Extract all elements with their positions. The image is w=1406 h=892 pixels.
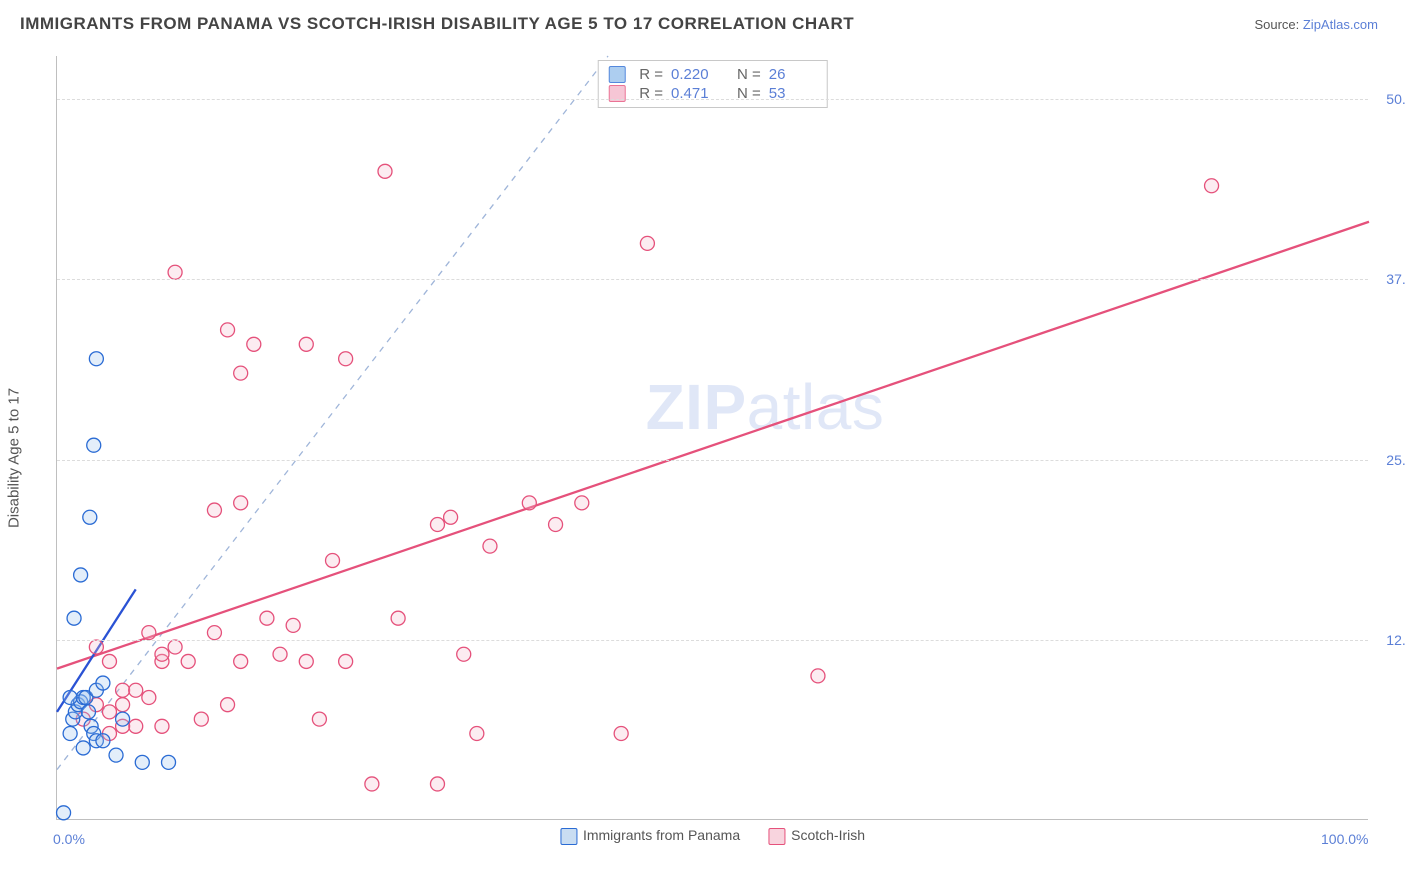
legend-r-value: 0.220	[671, 66, 719, 83]
data-point	[96, 676, 110, 690]
source-link[interactable]: ZipAtlas.com	[1303, 17, 1378, 32]
series-legend: Immigrants from Panama Scotch-Irish	[560, 827, 865, 845]
data-point	[116, 712, 130, 726]
data-point	[116, 698, 130, 712]
legend-n-value: 26	[769, 66, 817, 83]
legend-swatch	[560, 828, 577, 845]
data-point	[81, 705, 95, 719]
data-point	[194, 712, 208, 726]
data-point	[207, 503, 221, 517]
data-point	[247, 337, 261, 351]
trendline-dashed	[57, 56, 608, 770]
legend-label: Scotch-Irish	[791, 827, 865, 843]
data-point	[109, 748, 123, 762]
y-tick-label: 25.0%	[1386, 452, 1406, 468]
data-point	[312, 712, 326, 726]
data-point	[365, 777, 379, 791]
chart-canvas	[57, 56, 1368, 819]
data-point	[135, 755, 149, 769]
data-point	[260, 611, 274, 625]
data-point	[76, 741, 90, 755]
data-point	[339, 654, 353, 668]
data-point	[457, 647, 471, 661]
data-point	[207, 626, 221, 640]
y-axis-label: Disability Age 5 to 17	[6, 388, 23, 528]
data-point	[470, 727, 484, 741]
data-point	[102, 705, 116, 719]
data-point	[811, 669, 825, 683]
data-point	[67, 611, 81, 625]
legend-n-label: N =	[737, 66, 761, 83]
data-point	[89, 640, 103, 654]
data-point	[89, 352, 103, 366]
y-tick-label: 12.5%	[1386, 632, 1406, 648]
data-point	[87, 438, 101, 452]
data-point	[116, 683, 130, 697]
data-point	[575, 496, 589, 510]
legend-swatch	[768, 828, 785, 845]
legend-row: R = 0.220 N = 26	[608, 65, 817, 84]
gridline	[57, 460, 1368, 461]
chart-container: Disability Age 5 to 17 ZIPatlas R = 0.22…	[44, 48, 1382, 868]
data-point	[234, 496, 248, 510]
data-point	[640, 236, 654, 250]
gridline	[57, 279, 1368, 280]
legend-label: Immigrants from Panama	[583, 827, 740, 843]
series-legend-item: Scotch-Irish	[768, 827, 865, 845]
source-attribution: Source: ZipAtlas.com	[1254, 17, 1378, 32]
data-point	[142, 626, 156, 640]
data-point	[221, 698, 235, 712]
data-point	[1205, 179, 1219, 193]
data-point	[63, 690, 77, 704]
source-label: Source:	[1254, 17, 1302, 32]
data-point	[444, 510, 458, 524]
y-tick-label: 37.5%	[1386, 271, 1406, 287]
data-point	[129, 719, 143, 733]
gridline	[57, 99, 1368, 100]
data-point	[549, 517, 563, 531]
data-point	[129, 683, 143, 697]
data-point	[57, 806, 71, 820]
legend-swatch	[608, 66, 625, 83]
data-point	[326, 554, 340, 568]
data-point	[299, 337, 313, 351]
data-point	[430, 517, 444, 531]
data-point	[155, 647, 169, 661]
x-tick-label: 100.0%	[1321, 831, 1368, 847]
data-point	[102, 654, 116, 668]
data-point	[234, 366, 248, 380]
data-point	[378, 164, 392, 178]
data-point	[83, 510, 97, 524]
chart-title: IMMIGRANTS FROM PANAMA VS SCOTCH-IRISH D…	[20, 14, 854, 34]
data-point	[339, 352, 353, 366]
y-tick-label: 50.0%	[1386, 91, 1406, 107]
data-point	[299, 654, 313, 668]
data-point	[391, 611, 405, 625]
data-point	[74, 568, 88, 582]
data-point	[155, 719, 169, 733]
gridline	[57, 640, 1368, 641]
data-point	[430, 777, 444, 791]
data-point	[522, 496, 536, 510]
data-point	[614, 727, 628, 741]
data-point	[181, 654, 195, 668]
data-point	[168, 640, 182, 654]
data-point	[234, 654, 248, 668]
data-point	[162, 755, 176, 769]
data-point	[221, 323, 235, 337]
trendline-scotch-irish	[57, 222, 1369, 669]
data-point	[63, 727, 77, 741]
data-point	[483, 539, 497, 553]
legend-r-label: R =	[639, 66, 663, 83]
data-point	[273, 647, 287, 661]
data-point	[96, 734, 110, 748]
data-point	[142, 690, 156, 704]
correlation-legend: R = 0.220N = 26R = 0.471N = 53	[597, 60, 828, 108]
x-tick-label: 0.0%	[53, 831, 85, 847]
data-point	[168, 265, 182, 279]
series-legend-item: Immigrants from Panama	[560, 827, 740, 845]
data-point	[286, 618, 300, 632]
plot-area: ZIPatlas R = 0.220N = 26R = 0.471N = 53 …	[56, 56, 1368, 820]
